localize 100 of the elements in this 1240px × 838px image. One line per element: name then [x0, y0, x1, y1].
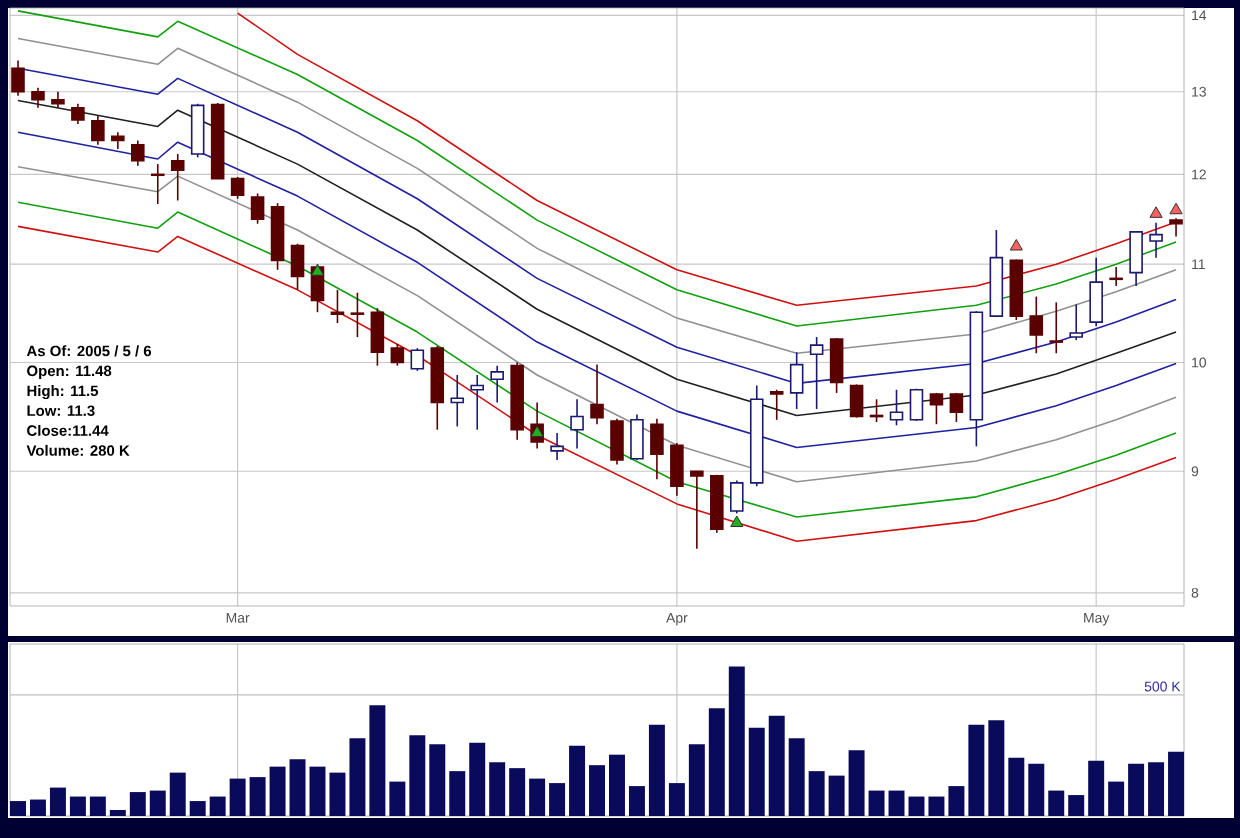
point: [530, 425, 544, 437]
point: [310, 264, 325, 276]
bar: [1088, 760, 1105, 816]
bar: [968, 724, 985, 816]
candlestick: [1089, 256, 1103, 327]
candlestick: [350, 291, 365, 338]
candlestick: [610, 417, 624, 466]
bar: [209, 796, 226, 816]
bar: [469, 742, 486, 816]
bar: [269, 766, 286, 816]
candlestick: [1069, 303, 1083, 341]
point: [1149, 206, 1163, 218]
bar: [409, 735, 426, 816]
bar: [89, 796, 106, 816]
candlestick: [690, 470, 704, 550]
bar: [329, 772, 346, 816]
candlestick: [410, 347, 425, 372]
candlestick: [769, 388, 784, 421]
bar: [389, 781, 406, 816]
bar: [49, 787, 66, 816]
bar: [1128, 763, 1145, 816]
candlestick: [450, 374, 465, 428]
candlestick: [1049, 301, 1064, 355]
bar: [928, 796, 945, 816]
candlestick: [809, 336, 824, 410]
bar: [868, 790, 885, 816]
bar: [1068, 795, 1085, 816]
candlestick: [789, 351, 804, 410]
candlestick: [570, 398, 584, 450]
bar: [668, 783, 685, 816]
bar: [169, 772, 186, 816]
candlestick: [290, 242, 305, 291]
bar: [728, 666, 745, 816]
point: [730, 515, 744, 528]
candlestick: [1129, 230, 1143, 287]
bar: [509, 768, 526, 816]
bar: [808, 771, 825, 816]
candlestick: [729, 479, 744, 515]
line-series: [17, 99, 1177, 417]
candlestick: [670, 442, 684, 497]
bar: [708, 708, 725, 816]
bar: [688, 744, 705, 816]
bar: [529, 778, 546, 816]
bar: [69, 796, 86, 816]
candlestick: [889, 388, 904, 427]
candlestick: [909, 387, 924, 422]
bar: [828, 775, 845, 816]
candlestick: [1149, 222, 1163, 259]
candlestick: [849, 383, 864, 419]
bar: [229, 778, 246, 816]
bar: [189, 801, 206, 816]
bar: [349, 738, 366, 816]
bar: [149, 790, 166, 816]
point: [1169, 202, 1183, 215]
line-series: [17, 37, 1177, 355]
bar: [10, 801, 26, 816]
candlestick: [1029, 295, 1044, 355]
candlestick: [150, 163, 165, 205]
point: [1009, 238, 1023, 251]
candlestick: [170, 153, 185, 202]
bar: [289, 759, 306, 816]
bar: [748, 727, 765, 816]
candlestick: [630, 413, 644, 461]
bar: [109, 810, 126, 816]
bar: [628, 786, 645, 816]
bar: [768, 715, 785, 816]
bar: [1108, 781, 1125, 816]
bar: [569, 745, 586, 816]
candlestick: [230, 176, 245, 200]
bar: [1008, 757, 1025, 816]
bar: [948, 786, 965, 816]
bar: [589, 765, 605, 816]
candlestick: [131, 139, 145, 167]
candlestick: [91, 115, 105, 146]
candlestick: [590, 363, 604, 425]
candlestick: [31, 87, 45, 109]
candlestick: [71, 102, 85, 125]
bar: [309, 766, 326, 816]
candlestick: [370, 307, 385, 367]
candlestick: [390, 343, 405, 367]
bar: [129, 792, 146, 816]
bar: [1048, 790, 1065, 816]
bar: [848, 750, 865, 816]
bar: [788, 738, 805, 816]
bar: [648, 724, 665, 816]
bar: [249, 777, 266, 816]
bar: [429, 744, 446, 816]
candlestick: [330, 289, 345, 324]
candlestick: [11, 59, 25, 97]
bar: [1148, 762, 1165, 816]
line-series: [17, 131, 1177, 449]
bar: [1168, 751, 1185, 816]
bar: [1028, 763, 1045, 816]
bar: [988, 720, 1005, 816]
candlestick: [650, 417, 664, 481]
candlestick: [1169, 217, 1183, 238]
candlestick: [490, 364, 504, 404]
bar: [609, 754, 625, 816]
line-series: [17, 10, 1177, 327]
bar: [29, 799, 46, 816]
